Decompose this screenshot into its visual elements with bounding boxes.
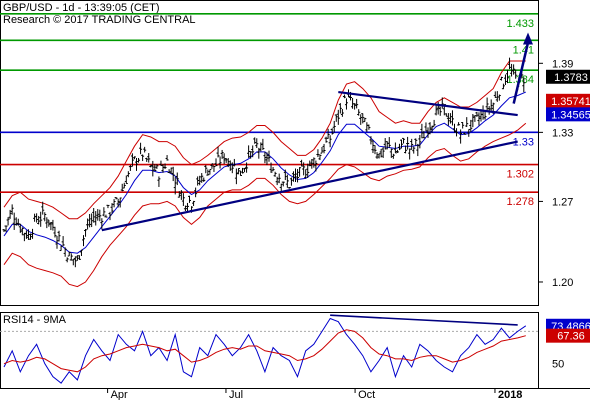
- price-tag-label: 1.3783: [554, 72, 588, 84]
- level-label: 1.41: [513, 44, 534, 56]
- price-tag: [546, 93, 590, 108]
- copyright-text: Research © 2017 TRADING CENTRAL: [3, 14, 196, 26]
- rsi-y-tick-label: 50: [552, 359, 564, 371]
- rsi-trendline: [330, 314, 518, 326]
- x-tick-label: Jul: [229, 389, 243, 400]
- forecast-arrow-shaft: [512, 42, 530, 104]
- x-tick-label: 2018: [498, 389, 522, 400]
- x-tick-label: Oct: [358, 389, 375, 400]
- price-tag-label: 1.34565: [551, 109, 590, 121]
- price-tag-label: 1.35741: [551, 96, 590, 108]
- rsi-title: RSI14 - 9MA: [3, 314, 67, 326]
- rsi-rsi-line: [3, 317, 527, 384]
- price-panel: 1.4331.411.3841.331.3021.2781.201.271.33…: [0, 0, 590, 306]
- price-frame: [0, 0, 539, 306]
- level-label: 1.302: [506, 169, 534, 181]
- y-tick-label: 1.33: [552, 127, 573, 139]
- rsi-value-tag-label: 67.36: [557, 331, 585, 343]
- trendline: [338, 90, 518, 117]
- rsi-ma-line: [3, 329, 526, 373]
- price-tag: [546, 107, 590, 122]
- upper-band-line: [3, 60, 526, 220]
- y-tick-label: 1.27: [552, 196, 573, 208]
- price-tag: [546, 69, 590, 84]
- level-label: 1.33: [513, 136, 534, 148]
- chart-title: GBP/USD - 1d - 13:39:05 (CET): [3, 2, 160, 14]
- trendline: [101, 140, 518, 232]
- x-tick-label: Apr: [111, 389, 128, 400]
- y-tick-label: 1.39: [552, 58, 573, 70]
- level-label: 1.433: [506, 18, 534, 30]
- level-label: 1.278: [506, 196, 534, 208]
- rsi-frame: [0, 312, 539, 389]
- lower-band-line: [3, 122, 527, 288]
- rsi-value-tag: [546, 328, 590, 343]
- forecast-arrow-head: [523, 32, 533, 45]
- y-tick-label: 1.20: [552, 277, 573, 289]
